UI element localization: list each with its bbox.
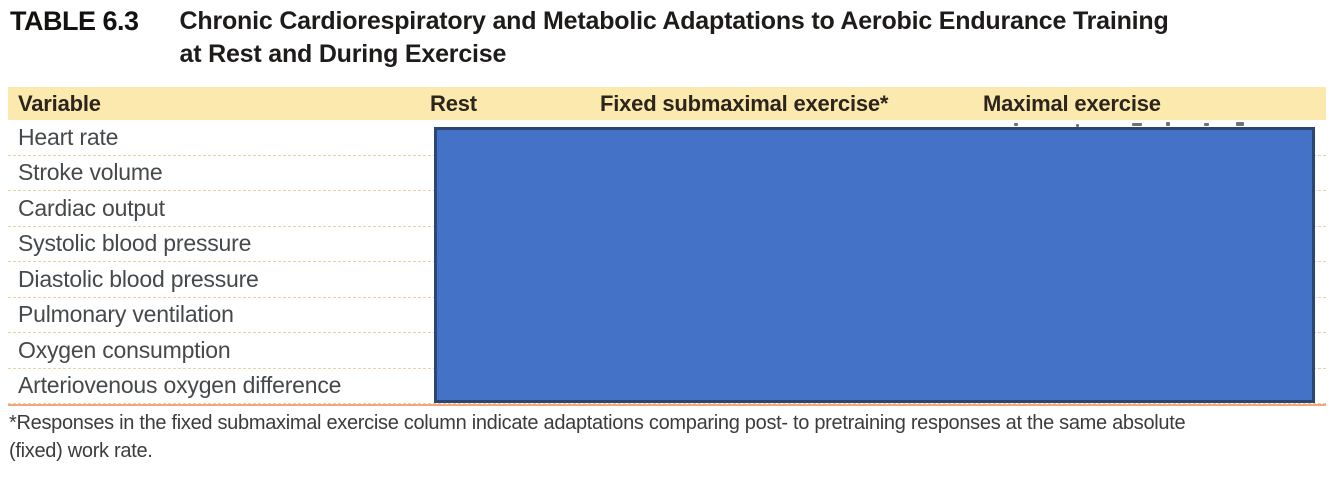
table-heading-line1: Chronic Cardiorespiratory and Metabolic …: [179, 7, 1169, 35]
adaptations-table: Variable Rest Fixed submaximal exercise*…: [8, 87, 1326, 406]
column-header-maximal: Maximal exercise: [983, 90, 1161, 116]
column-header-variable: Variable: [18, 90, 101, 116]
footnote-line2: (fixed) work rate.: [9, 440, 153, 462]
footnote-line1: *Responses in the fixed submaximal exerc…: [9, 412, 1186, 434]
table-header-row: Variable Rest Fixed submaximal exercise*…: [8, 87, 1326, 120]
table-heading-line2: at Rest and During Exercise: [179, 40, 507, 68]
table-number-label: TABLE 6.3: [10, 6, 139, 36]
obscured-text-fragments: [8, 120, 1326, 128]
text-fragment: [1166, 122, 1170, 126]
text-fragment: [1132, 123, 1142, 126]
table-body: Heart rate Stroke volume Cardiac output …: [8, 120, 1326, 406]
table-row-arteriovenous-oxygen-difference: Arteriovenous oxygen difference: [8, 369, 1326, 404]
column-header-fixed-submaximal: Fixed submaximal exercise*: [600, 90, 889, 116]
text-fragment: [1204, 123, 1209, 126]
column-header-rest: Rest: [430, 90, 477, 116]
table-title-block: TABLE 6.3 Chronic Cardiorespiratory and …: [10, 5, 1169, 71]
text-fragment: [1236, 122, 1244, 126]
table-heading: Chronic Cardiorespiratory and Metabolic …: [180, 5, 1169, 71]
blue-cover-overlay: [434, 127, 1315, 403]
table-footnote: *Responses in the fixed submaximal exerc…: [9, 409, 1186, 465]
text-fragment: [1014, 123, 1018, 126]
text-fragment: [1076, 124, 1079, 127]
